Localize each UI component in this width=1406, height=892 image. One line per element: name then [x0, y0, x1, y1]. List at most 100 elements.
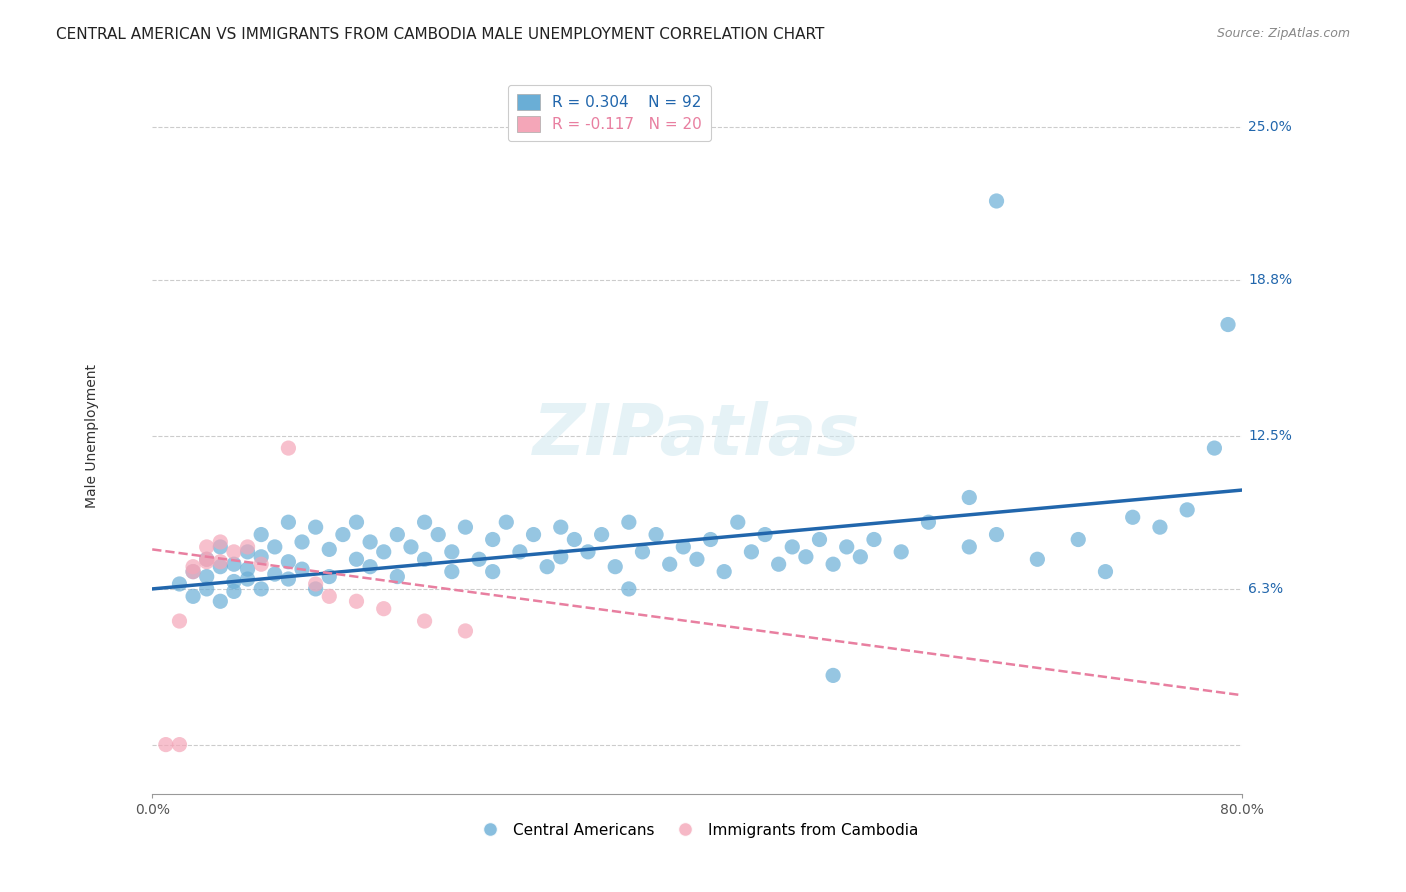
Point — [318, 590, 340, 604]
Point — [277, 572, 299, 586]
Point — [181, 590, 204, 604]
Point — [413, 614, 436, 628]
Point — [658, 558, 681, 572]
Point — [1026, 552, 1049, 566]
Point — [1216, 318, 1239, 332]
Point — [346, 552, 368, 566]
Point — [1149, 520, 1171, 534]
Point — [263, 567, 285, 582]
Point — [359, 535, 381, 549]
Point — [195, 552, 218, 566]
Point — [277, 555, 299, 569]
Point — [740, 545, 762, 559]
Point — [359, 559, 381, 574]
Point — [413, 515, 436, 529]
Point — [605, 559, 627, 574]
Point — [318, 569, 340, 583]
Point — [169, 738, 191, 752]
Point — [917, 515, 939, 529]
Point — [823, 668, 845, 682]
Point — [304, 577, 326, 591]
Point — [236, 545, 259, 559]
Point — [454, 520, 477, 534]
Text: 25.0%: 25.0% — [1249, 120, 1292, 134]
Point — [195, 555, 218, 569]
Point — [509, 545, 531, 559]
Point — [222, 558, 245, 572]
Point — [468, 552, 491, 566]
Point — [222, 545, 245, 559]
Point — [346, 515, 368, 529]
Point — [250, 527, 273, 541]
Point — [686, 552, 709, 566]
Point — [291, 535, 314, 549]
Point — [986, 194, 1008, 208]
Point — [768, 558, 790, 572]
Point — [236, 562, 259, 576]
Point — [399, 540, 422, 554]
Point — [250, 549, 273, 564]
Point — [195, 540, 218, 554]
Point — [222, 574, 245, 589]
Point — [195, 569, 218, 583]
Point — [1094, 565, 1116, 579]
Point — [727, 515, 749, 529]
Point — [780, 540, 803, 554]
Point — [209, 594, 232, 608]
Point — [155, 738, 177, 752]
Point — [617, 582, 640, 596]
Point — [373, 545, 395, 559]
Point — [236, 572, 259, 586]
Point — [387, 527, 409, 541]
Point — [550, 549, 572, 564]
Point — [986, 527, 1008, 541]
Point — [332, 527, 354, 541]
Point — [1175, 503, 1198, 517]
Point — [699, 533, 721, 547]
Point — [195, 552, 218, 566]
Point — [863, 533, 886, 547]
Point — [631, 545, 654, 559]
Point — [277, 515, 299, 529]
Point — [823, 558, 845, 572]
Point — [1204, 441, 1226, 455]
Point — [481, 565, 503, 579]
Point — [890, 545, 912, 559]
Point — [754, 527, 776, 541]
Point — [373, 601, 395, 615]
Point — [263, 540, 285, 554]
Point — [495, 515, 517, 529]
Legend: Central Americans, Immigrants from Cambodia: Central Americans, Immigrants from Cambo… — [470, 816, 925, 844]
Point — [849, 549, 872, 564]
Point — [318, 542, 340, 557]
Point — [291, 562, 314, 576]
Point — [550, 520, 572, 534]
Point — [181, 559, 204, 574]
Text: 6.3%: 6.3% — [1249, 582, 1284, 596]
Point — [1067, 533, 1090, 547]
Point — [169, 577, 191, 591]
Text: ZIPatlas: ZIPatlas — [533, 401, 860, 470]
Point — [835, 540, 858, 554]
Point — [209, 535, 232, 549]
Point — [169, 614, 191, 628]
Point — [808, 533, 831, 547]
Point — [957, 491, 980, 505]
Point — [346, 594, 368, 608]
Point — [250, 558, 273, 572]
Text: Source: ZipAtlas.com: Source: ZipAtlas.com — [1216, 27, 1350, 40]
Point — [222, 584, 245, 599]
Text: 12.5%: 12.5% — [1249, 429, 1292, 442]
Point — [304, 582, 326, 596]
Point — [957, 540, 980, 554]
Point — [304, 520, 326, 534]
Point — [536, 559, 558, 574]
Point — [387, 569, 409, 583]
Point — [209, 559, 232, 574]
Point — [522, 527, 544, 541]
Point — [672, 540, 695, 554]
Point — [617, 515, 640, 529]
Point — [440, 545, 463, 559]
Point — [195, 582, 218, 596]
Text: CENTRAL AMERICAN VS IMMIGRANTS FROM CAMBODIA MALE UNEMPLOYMENT CORRELATION CHART: CENTRAL AMERICAN VS IMMIGRANTS FROM CAMB… — [56, 27, 824, 42]
